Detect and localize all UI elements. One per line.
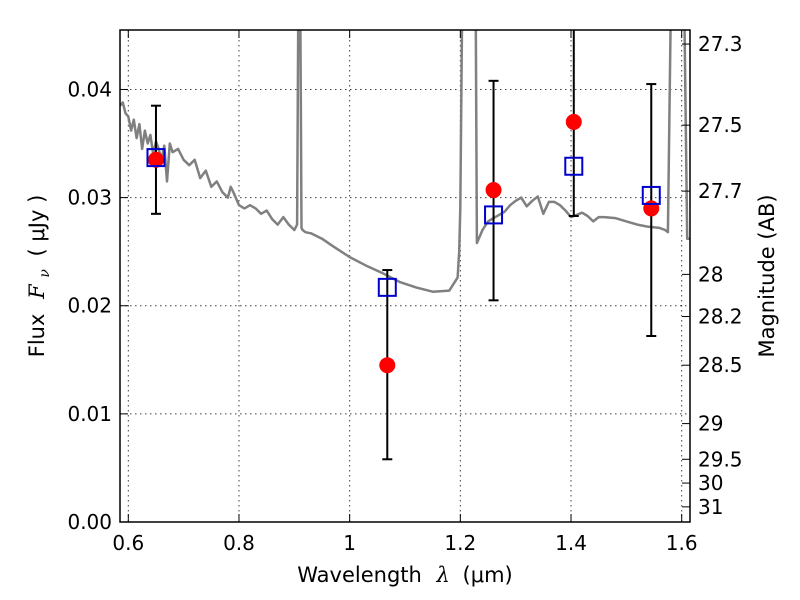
right-tick-label: 31 [698, 495, 723, 519]
y-axis-title-text: Flux [25, 314, 49, 358]
observed-flux-point [147, 151, 164, 168]
x-tick-label: 0.8 [223, 531, 255, 555]
grid-lines [120, 30, 690, 523]
x-axis-title-symbol: λ [436, 563, 450, 587]
x-tick-label: 1.2 [444, 531, 476, 555]
model-flux-point [377, 277, 397, 297]
right-tick-label: 28.2 [698, 305, 743, 329]
x-axis-title: Wavelength λ (μm) [297, 563, 512, 587]
y-axis-title-unit: ( μJy ) [25, 195, 49, 257]
x-tick-label: 1.6 [666, 531, 698, 555]
observed-flux-point [565, 113, 582, 130]
y-axis-title-subscript: ν [37, 269, 53, 278]
x-tick-label: 1.4 [555, 531, 587, 555]
right-tick-label: 29.5 [698, 447, 743, 471]
right-tick-label: 28.5 [698, 353, 743, 377]
right-axis-title: Magnitude (AB) [755, 194, 779, 357]
right-tick-label: 27.5 [698, 113, 743, 137]
observed-flux-point [379, 357, 396, 374]
plot-area [120, 30, 690, 461]
model-flux-point [641, 185, 661, 205]
model-flux-point [146, 148, 166, 168]
plot-frame [119, 29, 691, 523]
model-flux-point [484, 205, 504, 225]
x-tick-label: 0.6 [112, 531, 144, 555]
y-tick-label: 0.02 [67, 294, 112, 318]
right-tick-label: 27.7 [698, 179, 743, 203]
observed-flux-point [485, 182, 502, 199]
x-tick-label: 1 [343, 531, 356, 555]
right-tick-label: 27.3 [698, 32, 743, 56]
model-spectrum-line [120, 30, 690, 293]
right-tick-label: 28 [698, 262, 723, 286]
right-tick-label: 30 [698, 471, 723, 495]
y-tick-label: 0.01 [67, 402, 112, 426]
x-axis-title-unit: (μm) [463, 563, 513, 587]
x-axis-title-text: Wavelength [297, 563, 422, 587]
y-tick-label: 0.00 [67, 510, 112, 534]
y-axis-title: Flux F ν ( μJy ) [25, 195, 54, 358]
right-tick-label: 29 [698, 412, 723, 436]
y-tick-label: 0.04 [67, 77, 112, 101]
y-axis-title-symbol: F [25, 283, 49, 300]
y-tick-label: 0.03 [67, 186, 112, 210]
axes: 0.6 0.8 1 1.2 1.4 1.6 0.00 0.01 0.02 0.03 0.04 27.3… [67, 30, 743, 555]
model-flux-point [564, 156, 584, 176]
